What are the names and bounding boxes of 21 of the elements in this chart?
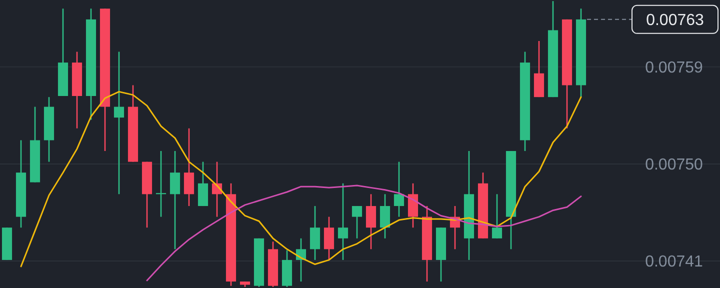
candlestick (170, 150, 180, 250)
candlestick (338, 182, 348, 261)
candlestick (408, 182, 418, 228)
candlestick (310, 205, 320, 261)
candlestick (114, 51, 124, 195)
candlestick (394, 161, 404, 218)
candlestick (366, 194, 376, 250)
y-tick-label: 0.00750 (645, 156, 704, 174)
candlestick (156, 150, 166, 218)
candlestick (198, 161, 208, 207)
candlestick (380, 194, 390, 240)
candlestick (324, 216, 334, 261)
line-series (146, 184, 582, 282)
candlestick (534, 40, 544, 98)
candlestick (184, 128, 194, 207)
y-tick-label: 0.00741 (645, 254, 704, 271)
y-tick-label: 0.00759 (645, 59, 704, 76)
candlestick (352, 205, 362, 240)
line-series (20, 90, 582, 268)
candlestick (492, 194, 502, 240)
ref-line-label: 0.00763 (646, 12, 704, 30)
